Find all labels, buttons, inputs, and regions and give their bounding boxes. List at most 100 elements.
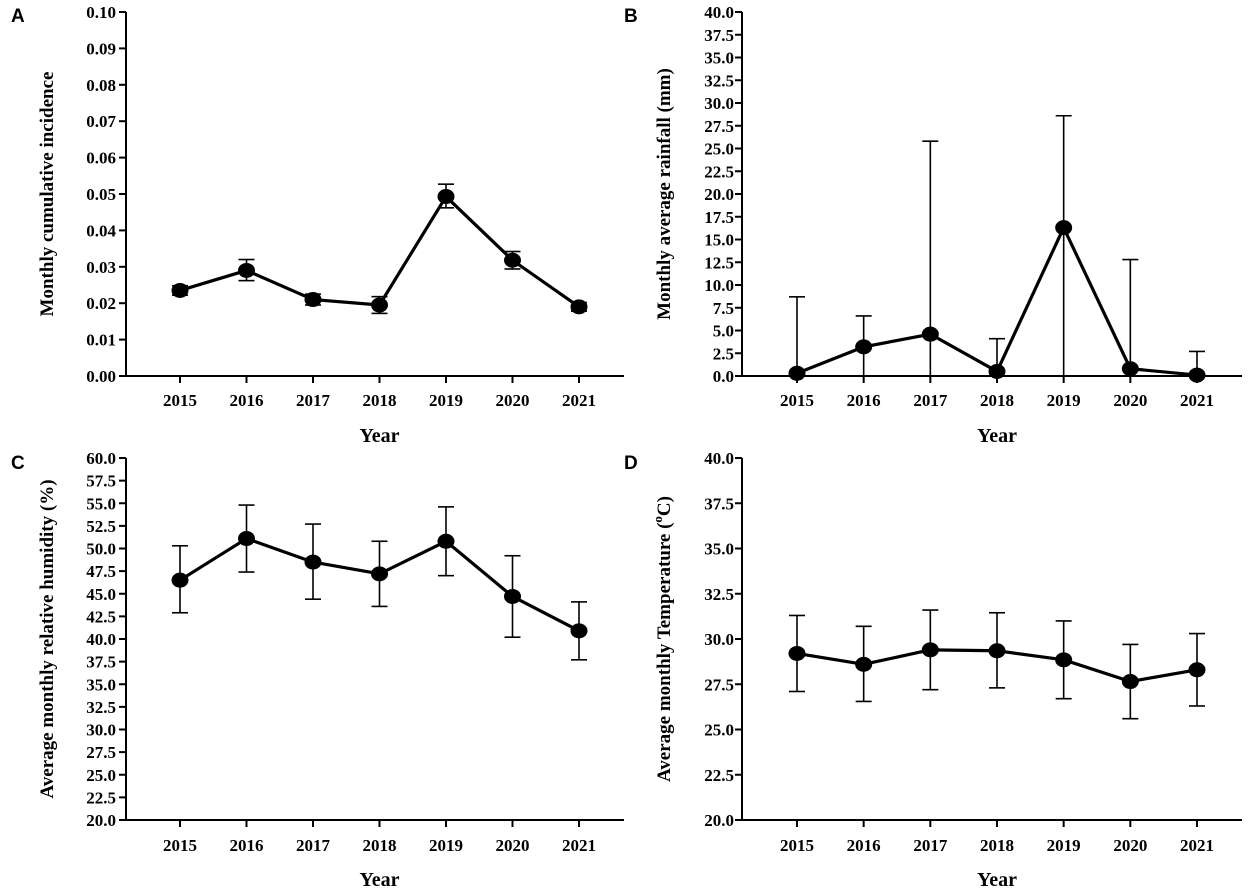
data-point (988, 363, 1006, 379)
data-point (437, 533, 455, 549)
y-tick-label: 0.08 (86, 76, 116, 95)
data-point (1188, 662, 1206, 678)
y-tick-label: 0.03 (86, 258, 116, 277)
panel-letter: A (11, 6, 25, 27)
x-tick-label: 2017 (296, 836, 331, 855)
y-tick-label: 0.04 (86, 221, 116, 240)
y-axis-title: Monthly average rainfall (mm) (654, 68, 675, 320)
y-tick-label: 12.5 (704, 253, 734, 272)
y-axis-title-superscript: o (650, 516, 665, 523)
x-tick-label: 2018 (980, 391, 1014, 410)
y-axis-title-text: Average monthly relative humidity (%) (37, 479, 58, 798)
y-tick-label: 0.09 (86, 39, 116, 58)
y-tick-label: 40.0 (86, 630, 116, 649)
y-tick-label: 40.0 (704, 3, 734, 22)
x-tick-label: 2016 (230, 836, 264, 855)
y-tick-label: 0.06 (86, 149, 116, 168)
x-tick-label: 2016 (847, 391, 881, 410)
x-tick-label: 2019 (429, 836, 463, 855)
y-tick-label: 42.5 (86, 607, 116, 626)
y-tick-label: 20.0 (86, 811, 116, 830)
y-tick-label: 27.5 (704, 117, 734, 136)
panel-a: A 0.00 0.01 0.02 0.03 0.04 0.05 0.06 0.07 0.08 0.0… (11, 3, 624, 447)
y-tick-label: 22.5 (704, 162, 734, 181)
y-tick-label: 20.0 (704, 185, 734, 204)
x-tick-label: 2016 (847, 836, 881, 855)
x-tick-label: 2020 (496, 391, 530, 410)
data-point (238, 531, 255, 547)
panel-c: C 20.0 22.5 25.0 27.5 30.0 32.5 35.0 37.5 40.0 42.… (11, 449, 624, 891)
data-point (788, 645, 806, 661)
x-tick-label: 2019 (1047, 391, 1081, 410)
x-axis-title: Year (977, 425, 1017, 447)
panel-letter: B (624, 6, 638, 27)
y-tick-label: 37.5 (86, 653, 116, 672)
y-tick-label: 30.0 (86, 721, 116, 740)
y-tick-label: 2.5 (713, 344, 734, 363)
data-point (304, 292, 322, 308)
x-tick-label: 2018 (980, 836, 1014, 855)
y-tick-label: 50.0 (86, 540, 116, 559)
y-tick-label: 0.02 (86, 294, 116, 313)
x-axis-title: Year (360, 425, 400, 447)
x-tick-label: 2015 (780, 391, 814, 410)
x-tick-label: 2017 (913, 391, 948, 410)
y-tick-label: 37.5 (704, 494, 734, 513)
y-tick-label: 32.5 (704, 71, 734, 90)
data-point (1055, 652, 1073, 668)
y-tick-label: 45.0 (86, 585, 116, 604)
data-point (921, 326, 939, 342)
data-point (855, 339, 873, 355)
data-point (570, 623, 588, 639)
error-bar (1122, 258, 1139, 376)
y-tick-label: 25.0 (86, 766, 116, 785)
x-tick-label: 2021 (1180, 391, 1214, 410)
y-axis-title: Average monthly Temperature (oC) (650, 496, 675, 782)
y-tick-label: 30.0 (704, 94, 734, 113)
y-tick-label: 47.5 (86, 562, 116, 581)
y-tick-label: 25.0 (704, 721, 734, 740)
data-point (504, 252, 521, 268)
data-point (1055, 220, 1073, 236)
y-axis-title: Average monthly relative humidity (%) (37, 479, 58, 798)
y-tick-label: 0.07 (86, 112, 116, 131)
x-tick-label: 2016 (230, 391, 264, 410)
data-point (171, 282, 189, 298)
x-tick-label: 2015 (163, 391, 197, 410)
y-tick-label: 7.5 (713, 299, 734, 318)
x-tick-label: 2020 (1113, 836, 1147, 855)
y-tick-label: 15.0 (704, 231, 734, 250)
x-tick-label: 2019 (1047, 836, 1081, 855)
x-axis-title: Year (977, 869, 1017, 891)
data-point (437, 189, 455, 205)
data-point (504, 588, 521, 604)
data-point (1121, 361, 1139, 377)
y-tick-label: 0.01 (86, 331, 116, 350)
y-tick-label: 20.0 (704, 811, 734, 830)
data-point (921, 642, 939, 658)
data-point (570, 299, 588, 315)
x-tick-label: 2020 (496, 836, 530, 855)
x-tick-label: 2021 (562, 836, 596, 855)
y-tick-label: 22.5 (704, 766, 734, 785)
y-tick-label: 55.0 (86, 494, 116, 513)
data-point (1121, 674, 1139, 690)
y-tick-label: 35.0 (86, 675, 116, 694)
x-tick-label: 2017 (296, 391, 331, 410)
data-point (371, 566, 388, 582)
y-tick-label: 17.5 (704, 208, 734, 227)
data-point (304, 554, 322, 570)
x-tick-label: 2015 (163, 836, 197, 855)
x-tick-label: 2021 (562, 391, 596, 410)
data-point (371, 297, 388, 313)
y-tick-label: 57.5 (86, 472, 116, 491)
panel-letter: C (11, 453, 25, 474)
y-tick-label: 40.0 (704, 449, 734, 468)
y-tick-label: 0.10 (86, 3, 116, 22)
x-tick-label: 2020 (1113, 391, 1147, 410)
panel-b: B 0.0 2.5 5.0 7.5 10.0 12.5 15.0 17.5 20.0 22.5 25.… (624, 3, 1242, 447)
y-tick-label: 0.0 (713, 367, 734, 386)
x-axis-title: Year (360, 869, 400, 891)
panel-d: D 20.0 22.5 25.0 27.5 30.0 32.5 35.0 37.5 40.0 201… (624, 449, 1242, 891)
